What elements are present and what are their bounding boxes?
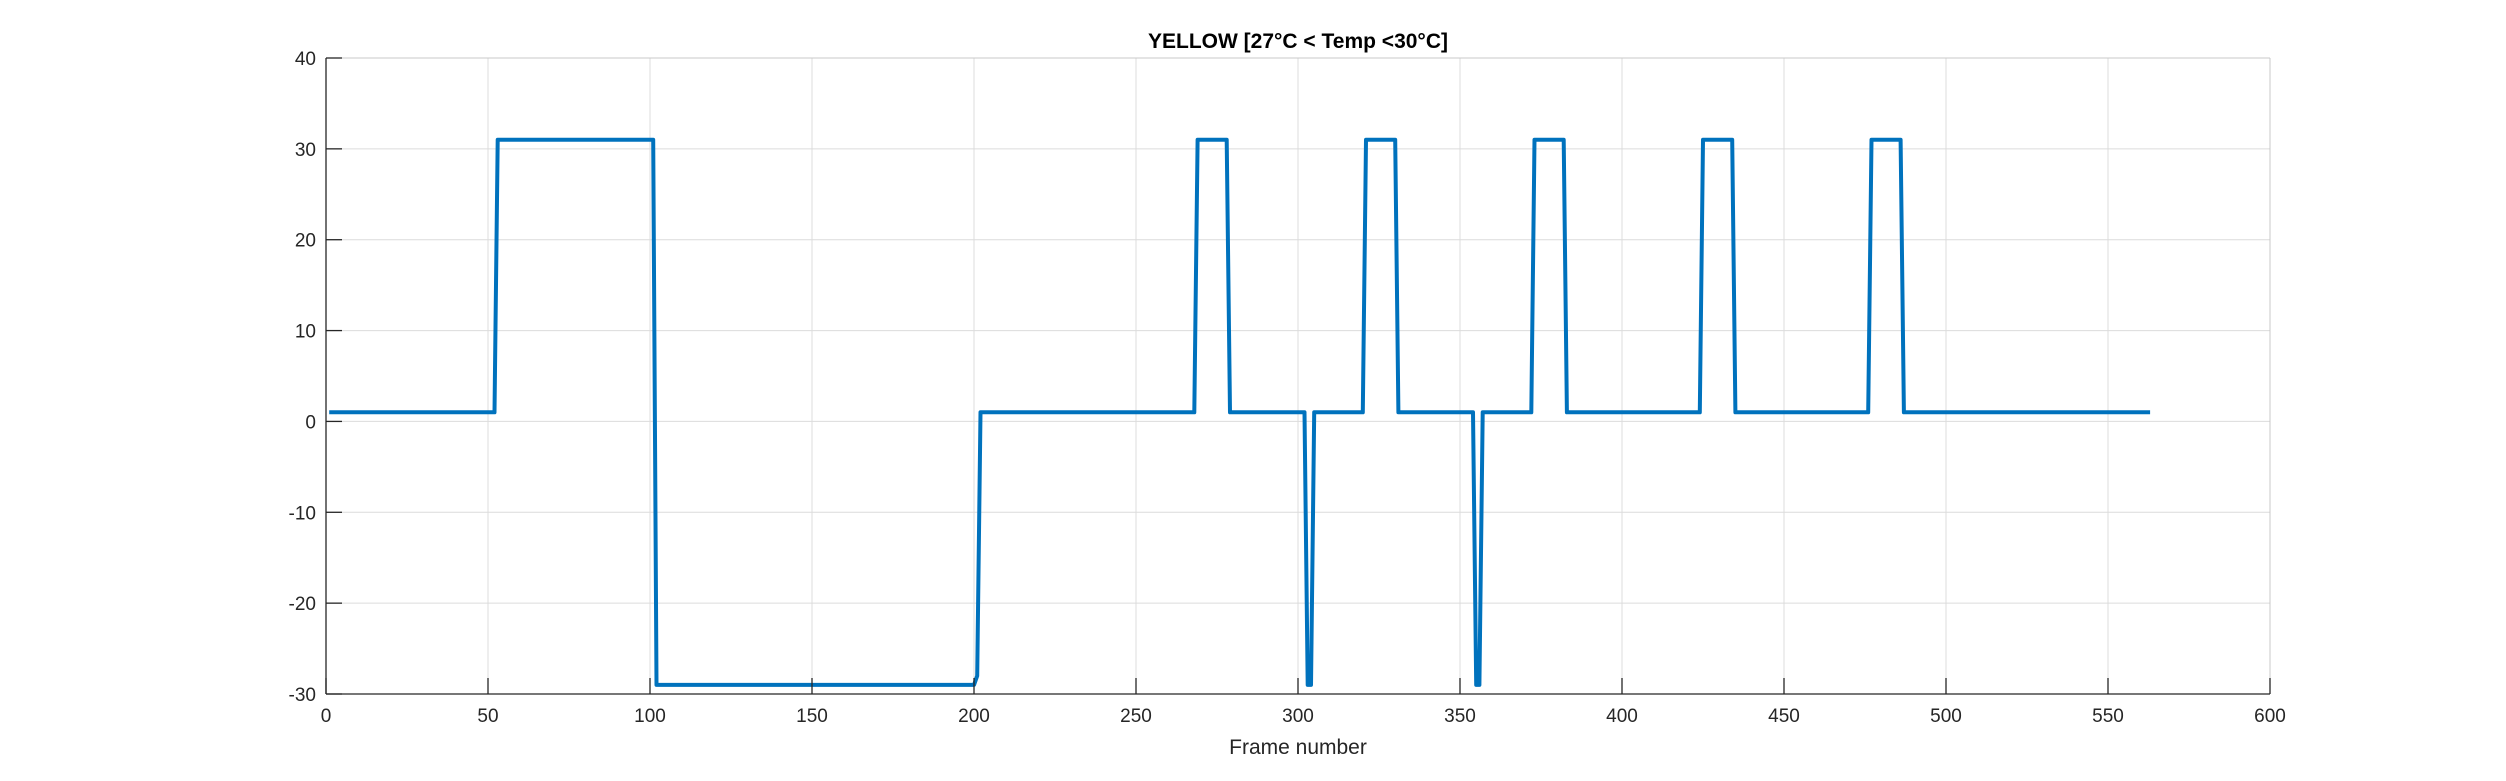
tick-labels: 0 50 100 150 200 250 300 350 400 450 500 550 600-30-… bbox=[289, 49, 2286, 727]
x-tick-label-12: 600 bbox=[2254, 706, 2286, 727]
x-tick-label-7: 350 bbox=[1444, 706, 1476, 727]
x-tick-label-6: 300 bbox=[1282, 706, 1314, 727]
x-tick-label-10: 500 bbox=[1930, 706, 1962, 727]
x-tick-label-2: 100 bbox=[634, 706, 666, 727]
x-tick-label-8: 400 bbox=[1606, 706, 1638, 727]
series-line-0 bbox=[329, 137, 2151, 687]
x-tick-label-5: 250 bbox=[1120, 706, 1152, 727]
x-tick-label-11: 550 bbox=[2092, 706, 2124, 727]
x-tick-label-4: 200 bbox=[958, 706, 990, 727]
y-tick-label-2: -10 bbox=[289, 503, 316, 524]
y-tick-label-3: 0 bbox=[305, 412, 316, 433]
axes bbox=[325, 57, 2271, 695]
y-tick-label-0: -30 bbox=[289, 685, 316, 706]
y-tick-label-5: 20 bbox=[295, 231, 316, 252]
x-tick-label-1: 50 bbox=[477, 706, 498, 727]
chart-title: YELLOW [27°C < Temp <30°C] bbox=[1148, 30, 1448, 53]
x-tick-label-3: 150 bbox=[796, 706, 828, 727]
y-tick-label-6: 30 bbox=[295, 140, 316, 161]
x-axis-title: Frame number bbox=[1229, 736, 1367, 759]
x-tick-label-9: 450 bbox=[1768, 706, 1800, 727]
y-tick-label-7: 40 bbox=[295, 49, 316, 70]
y-tick-label-4: 10 bbox=[295, 322, 316, 343]
y-tick-label-1: -20 bbox=[289, 594, 316, 615]
series-layer bbox=[329, 137, 2151, 687]
x-tick-label-0: 0 bbox=[321, 706, 332, 727]
